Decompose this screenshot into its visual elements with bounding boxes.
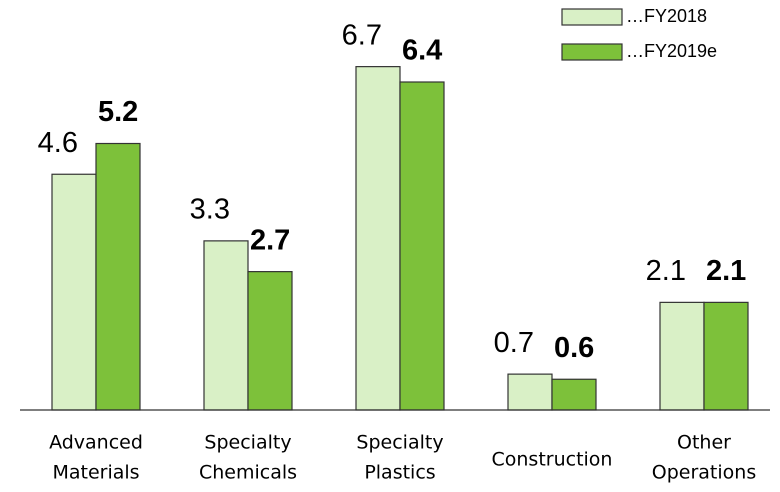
value-label: 4.6 (38, 127, 78, 159)
value-label: 5.2 (98, 96, 138, 128)
bar (507, 373, 553, 411)
bar (95, 142, 141, 411)
x-tick-label: Plastics (364, 462, 435, 484)
x-tick-label: Chemicals (199, 462, 297, 484)
bar (51, 173, 97, 411)
x-tick-label: Specialty (356, 432, 443, 454)
bar (203, 240, 249, 411)
value-label: 0.7 (494, 327, 534, 359)
legend-swatch (561, 43, 623, 61)
x-tick-label: Other (677, 432, 731, 454)
legend-swatch (561, 8, 623, 26)
x-tick-label: Construction (492, 449, 613, 471)
value-label: 6.7 (342, 19, 382, 51)
legend-label: …FY2018 (626, 6, 707, 26)
value-label: 0.6 (554, 332, 594, 364)
bar (247, 271, 293, 411)
bar (399, 81, 445, 411)
bar (659, 301, 705, 411)
x-tick-label: Specialty (204, 432, 291, 454)
value-label: 2.1 (646, 255, 686, 287)
x-tick-label: Advanced (49, 432, 143, 454)
bar (551, 378, 597, 411)
value-label: 2.7 (250, 224, 290, 256)
x-tick-label: Materials (52, 462, 139, 484)
value-label: 2.1 (706, 255, 746, 287)
value-label: 3.3 (190, 194, 230, 226)
legend-label: …FY2019e (626, 41, 717, 61)
x-tick-label: Operations (652, 462, 756, 484)
bar (703, 301, 749, 411)
bar (355, 66, 401, 411)
value-label: 6.4 (402, 35, 442, 67)
